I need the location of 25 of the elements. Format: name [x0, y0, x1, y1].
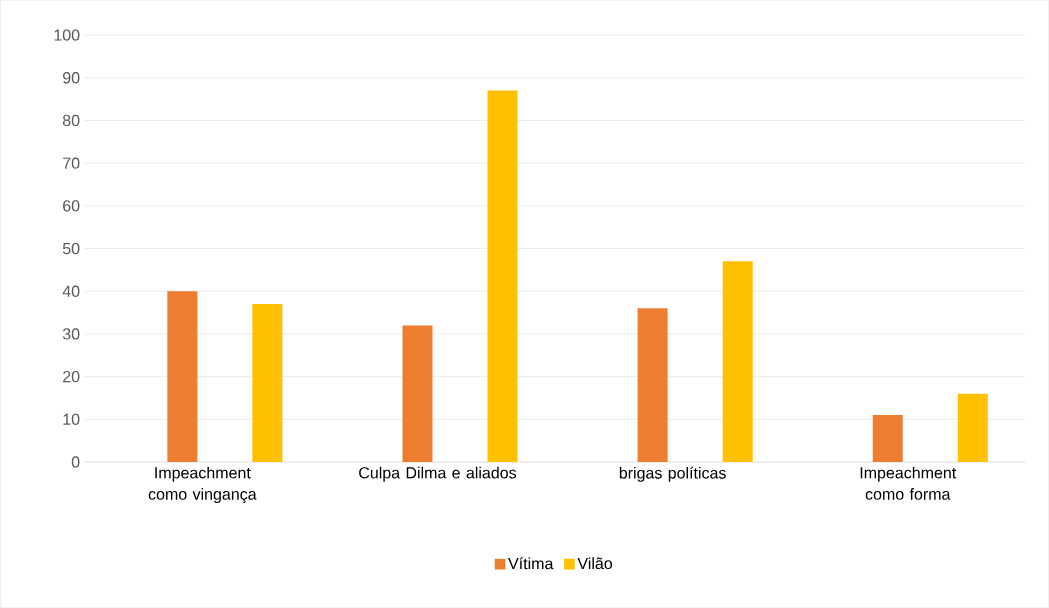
legend-label: Vítima: [508, 557, 554, 570]
y-tick-label: 80: [62, 114, 80, 127]
bar: [167, 291, 198, 463]
x-tick-label: Impeachment como forma: [860, 466, 957, 500]
y-tick-label: 20: [63, 371, 80, 383]
y-tick-label: 100: [54, 29, 80, 41]
bar: [252, 304, 283, 463]
y-tick-label: 60: [63, 200, 80, 212]
y-tick-label: 0: [71, 456, 80, 468]
y-tick-label: 30: [62, 328, 80, 340]
y-tick-label: 90: [63, 72, 80, 84]
x-tick-label: Impeachment como vingança: [148, 466, 257, 504]
bar: [722, 261, 753, 463]
x-tick-label: brigas políticas: [619, 466, 726, 482]
bar: [872, 415, 903, 463]
y-tick-label: 70: [63, 157, 80, 169]
bar: [402, 325, 433, 463]
bar: [957, 393, 988, 463]
legend-label: Vilão: [577, 557, 613, 570]
bar: [487, 90, 518, 463]
y-tick-label: 40: [62, 285, 80, 297]
y-tick-label: 50: [62, 242, 80, 255]
x-tick-label: Culpa Dilma e aliados: [359, 466, 517, 482]
bar: [637, 308, 668, 463]
y-tick-label: 10: [63, 413, 80, 426]
